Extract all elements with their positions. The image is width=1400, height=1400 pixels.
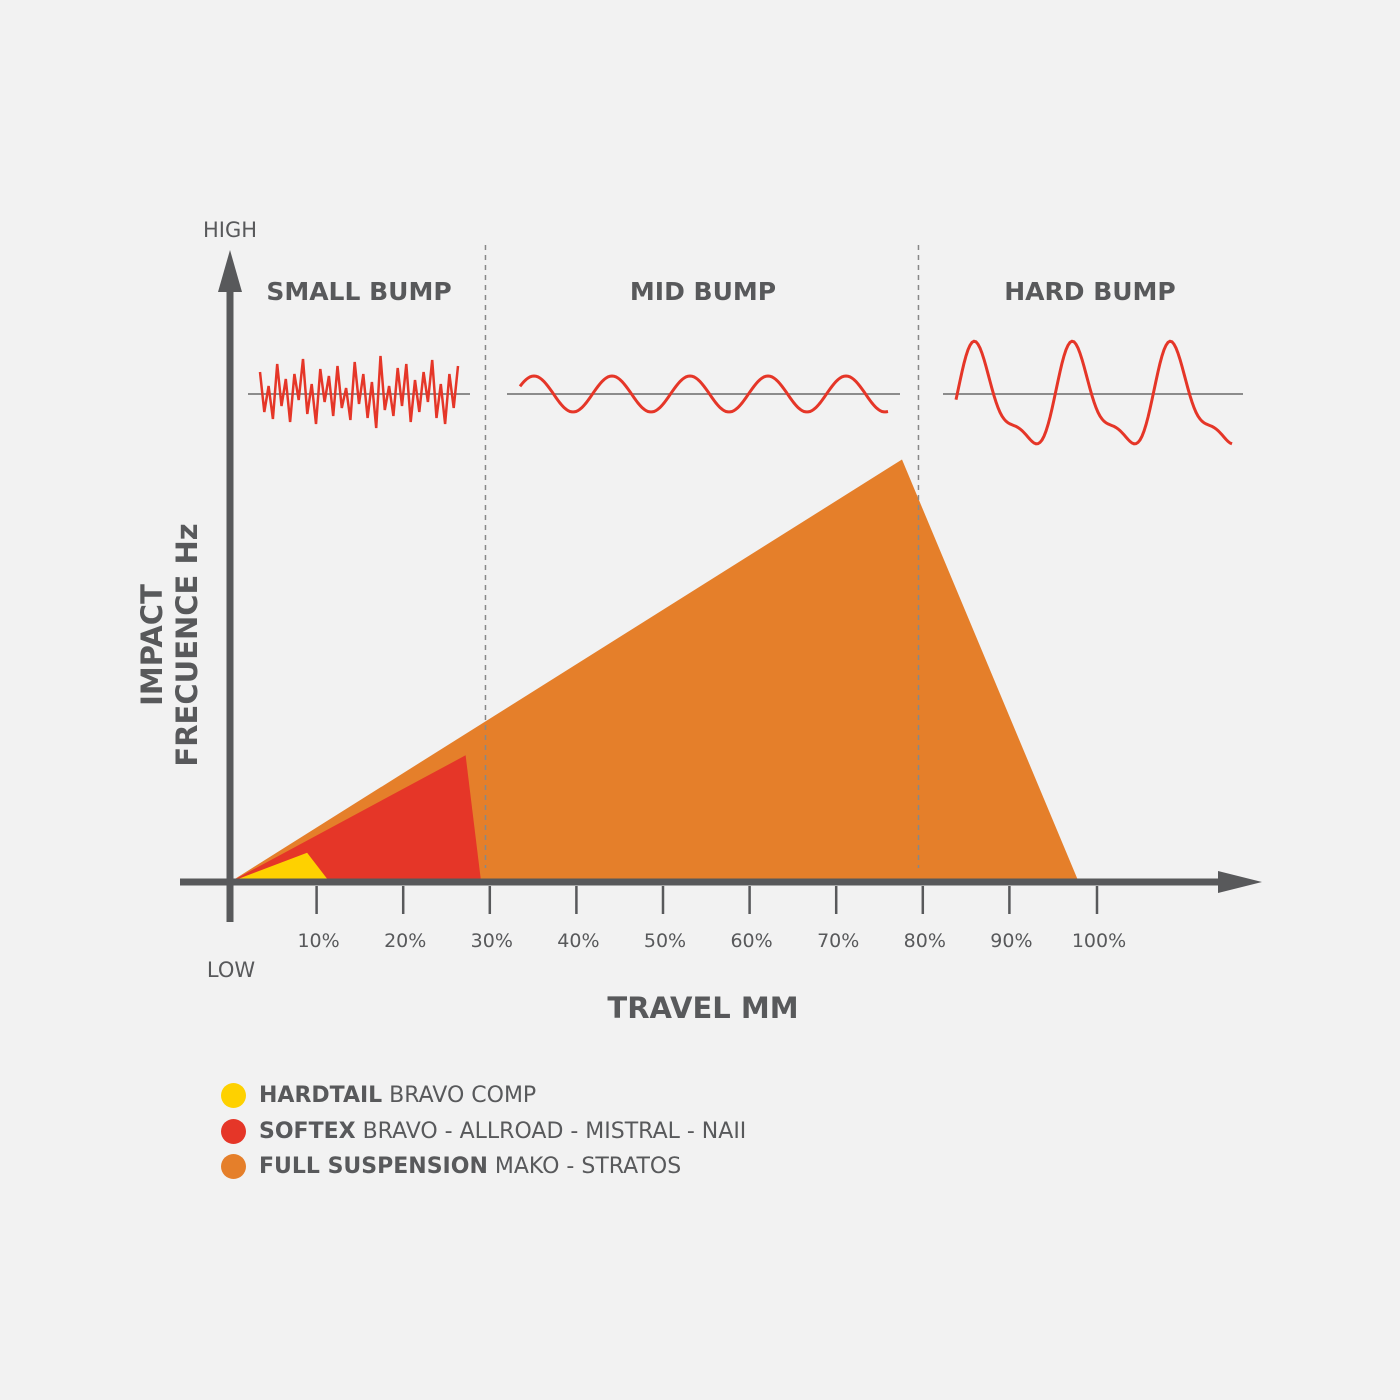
y-axis-title-line-1: IMPACT (135, 584, 169, 706)
x-tick-label: 20% (384, 930, 426, 952)
x-tick-label: 30% (471, 930, 513, 952)
legend-series-name: SOFTEX (259, 1118, 356, 1144)
x-tick-label: 10% (297, 930, 339, 952)
x-axis-arrow (1218, 871, 1262, 893)
zone-layer: SMALL BUMP MID BUMP HARD BUMP (248, 245, 1243, 868)
hard-bump-wave (954, 339, 1233, 446)
legend-item-softex: SOFTEX BRAVO - ALLROAD - MISTRAL - NAII (221, 1114, 746, 1150)
x-tick-label: 100% (1072, 930, 1126, 952)
x-tick-label: 50% (644, 930, 686, 952)
hardtail-swatch (221, 1083, 246, 1109)
axis-layer: 10% 20% 30% 40% 50% 60% 70% 80% 90% 100% (180, 250, 1262, 952)
series-area-hardtail (230, 852, 330, 882)
x-tick-label: 70% (817, 930, 859, 952)
x-tick-label: 40% (557, 930, 599, 952)
y-axis-arrow (218, 250, 242, 292)
legend-series-models: MAKO - STRATOS (494, 1154, 682, 1180)
series-area-softex (230, 755, 482, 882)
legend-item-full-suspension: FULL SUSPENSION MAKO - STRATOS (221, 1149, 746, 1185)
zone-label: MID BUMP (630, 277, 776, 306)
legend-series-name: HARDTAIL (259, 1083, 383, 1109)
mid-bump-wave (518, 374, 889, 414)
y-low-label: LOW (207, 958, 255, 982)
legend: HARDTAIL BRAVO COMP SOFTEX BRAVO - ALLRO… (221, 1078, 746, 1185)
legend-item-hardtail: HARDTAIL BRAVO COMP (221, 1078, 746, 1114)
x-axis-title: TRAVEL MM (607, 991, 798, 1025)
text-layer: HIGH LOW TRAVEL MM IMPACT FRECUENCE Hz (135, 218, 799, 1025)
legend-series-name: FULL SUSPENSION (259, 1154, 488, 1180)
x-tick-label: 60% (730, 930, 772, 952)
small-bump-wave (258, 355, 460, 429)
zone-label: SMALL BUMP (266, 277, 451, 306)
full-suspension-swatch (221, 1154, 246, 1180)
series-layer (230, 459, 1079, 882)
y-high-label: HIGH (203, 218, 257, 242)
x-tick-label: 80% (904, 930, 946, 952)
softex-swatch (221, 1118, 246, 1144)
y-axis-title-line-2: FRECUENCE Hz (170, 523, 204, 766)
legend-series-models: BRAVO COMP (389, 1083, 537, 1109)
zone-label: HARD BUMP (1004, 277, 1176, 306)
x-tick-label: 90% (990, 930, 1032, 952)
legend-series-models: BRAVO - ALLROAD - MISTRAL - NAII (362, 1118, 747, 1144)
